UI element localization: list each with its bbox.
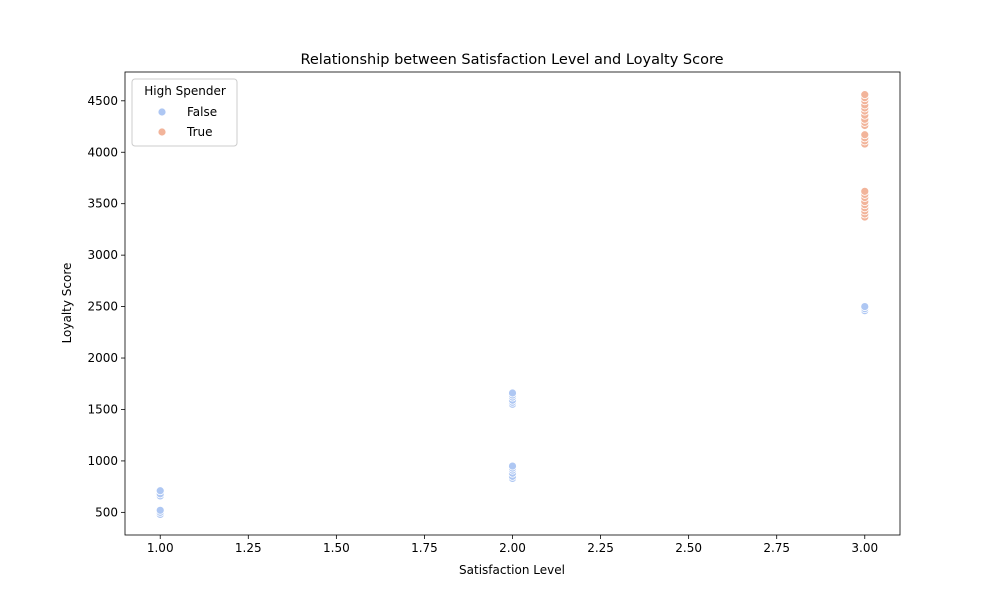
x-tick-label: 2.50 <box>675 541 702 555</box>
data-point-false <box>508 388 517 398</box>
x-tick-label: 3.00 <box>851 541 878 555</box>
y-tick-label: 4500 <box>87 94 118 108</box>
x-tick-label: 2.25 <box>587 541 614 555</box>
legend: High Spender False True <box>131 78 238 147</box>
x-tick-label: 1.25 <box>235 541 262 555</box>
y-tick-label: 3500 <box>87 197 118 211</box>
y-tick-label: 500 <box>95 505 118 519</box>
data-point-true <box>860 130 870 140</box>
y-axis: 500 1000 1500 2000 2500 3000 3500 4000 4500 <box>87 94 125 519</box>
legend-entry-label: False <box>187 105 217 119</box>
data-point-true <box>860 186 870 196</box>
y-tick-label: 1500 <box>87 402 118 416</box>
legend-marker <box>157 127 167 137</box>
points-layer <box>155 90 870 519</box>
legend-entry-label: True <box>186 125 213 139</box>
chart-title: Relationship between Satisfaction Level … <box>300 52 723 68</box>
x-axis: 1.00 1.25 1.50 1.75 2.00 2.25 2.50 2.75 3.00 <box>147 535 878 555</box>
legend-box <box>131 78 238 147</box>
y-tick-label: 2000 <box>87 351 118 365</box>
legend-title: High Spender <box>144 84 226 98</box>
data-point-false <box>508 461 517 471</box>
data-point-true <box>860 90 870 100</box>
data-point-false <box>860 302 870 311</box>
x-tick-label: 1.75 <box>411 541 438 555</box>
y-tick-label: 4000 <box>87 145 118 159</box>
x-tick-label: 1.50 <box>323 541 350 555</box>
y-axis-label: Loyalty Score <box>60 263 74 344</box>
y-tick-label: 1000 <box>87 454 118 468</box>
legend-marker <box>157 107 167 117</box>
x-tick-label: 2.75 <box>763 541 790 555</box>
x-axis-label: Satisfaction Level <box>459 563 565 577</box>
x-tick-label: 1.00 <box>147 541 174 555</box>
y-tick-label: 3000 <box>87 248 118 262</box>
y-tick-label: 2500 <box>87 300 118 314</box>
x-tick-label: 2.00 <box>499 541 526 555</box>
data-point-false <box>155 505 165 515</box>
legend-entries: False True <box>157 105 217 139</box>
data-point-false <box>155 486 165 496</box>
